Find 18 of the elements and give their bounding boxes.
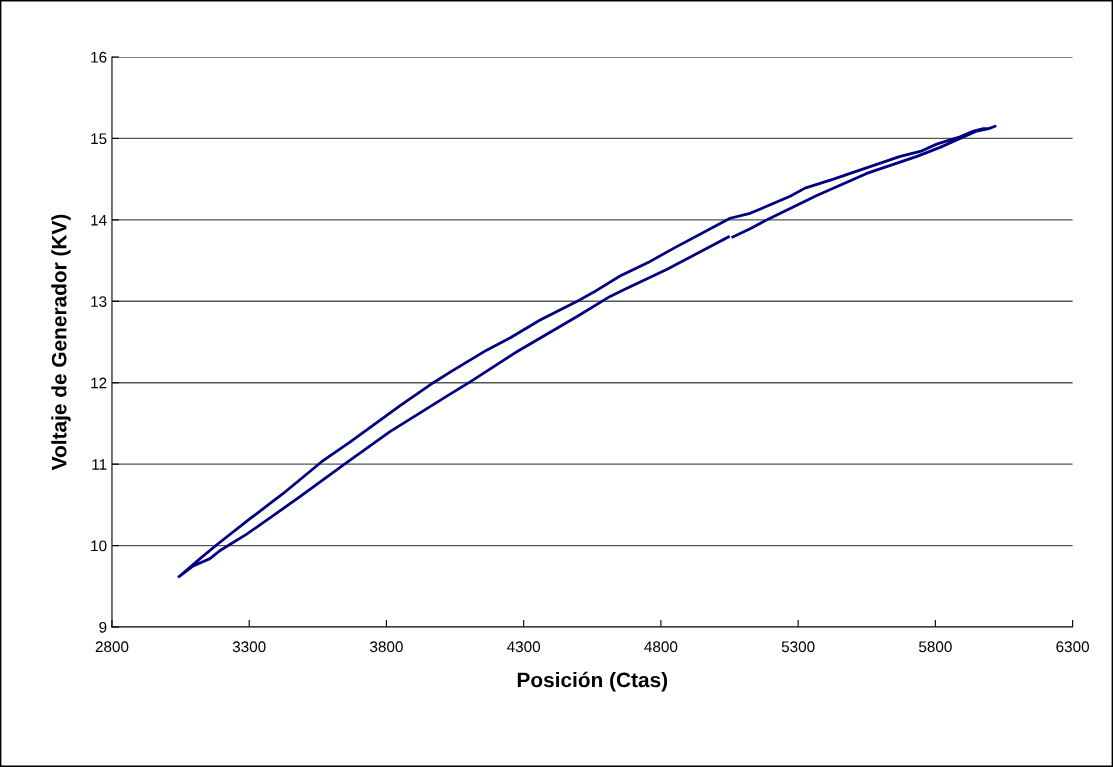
x-tick-label: 3300 (232, 641, 266, 653)
y-tick-label: 11 (92, 459, 107, 470)
x-tick-label: 2800 (95, 641, 129, 653)
y-tick-label: 13 (91, 296, 107, 307)
x-tick-label: 4300 (507, 641, 541, 653)
x-tick-label: 3800 (370, 641, 403, 653)
y-axis-title: Voltaje de Generador (KV) (51, 214, 71, 471)
x-tick-label: 5300 (781, 641, 815, 653)
y-tick-label: 16 (91, 51, 107, 63)
y-tick-label: 12 (91, 377, 107, 389)
y-tick-label: 15 (91, 133, 107, 145)
x-axis-title: Posición (Ctas) (517, 671, 668, 692)
x-tick-label: 5800 (918, 641, 952, 653)
y-tick-label: 14 (91, 214, 107, 226)
y-tick-label: 10 (91, 540, 107, 552)
y-tick-label: 9 (99, 621, 107, 633)
x-tick-label: 6300 (1056, 641, 1089, 653)
x-tick-label: 4800 (644, 641, 678, 653)
